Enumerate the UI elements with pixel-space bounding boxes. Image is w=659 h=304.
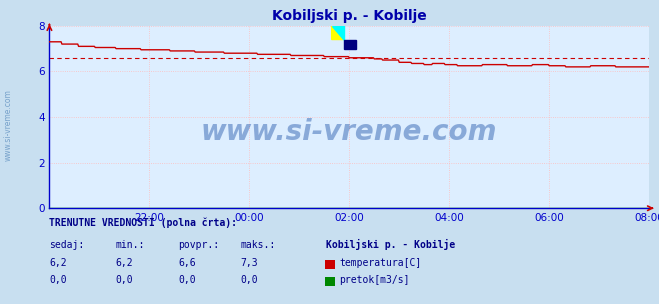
Text: pretok[m3/s]: pretok[m3/s] [339,275,410,285]
Polygon shape [331,26,344,40]
Text: 0,0: 0,0 [115,275,133,285]
Text: 0,0: 0,0 [178,275,196,285]
Text: temperatura[C]: temperatura[C] [339,258,422,268]
Polygon shape [344,40,356,49]
Text: maks.:: maks.: [241,240,275,250]
Text: 6,2: 6,2 [49,258,67,268]
Text: 6,6: 6,6 [178,258,196,268]
Text: min.:: min.: [115,240,145,250]
Title: Kobiljski p. - Kobilje: Kobiljski p. - Kobilje [272,9,426,23]
Text: TRENUTNE VREDNOSTI (polna črta):: TRENUTNE VREDNOSTI (polna črta): [49,218,237,229]
Polygon shape [331,26,344,40]
Text: 7,3: 7,3 [241,258,258,268]
Text: 0,0: 0,0 [241,275,258,285]
Text: povpr.:: povpr.: [178,240,219,250]
Text: sedaj:: sedaj: [49,240,84,250]
Text: 0,0: 0,0 [49,275,67,285]
Text: www.si-vreme.com: www.si-vreme.com [201,118,498,146]
Text: Kobiljski p. - Kobilje: Kobiljski p. - Kobilje [326,239,455,250]
Text: 6,2: 6,2 [115,258,133,268]
Text: www.si-vreme.com: www.si-vreme.com [3,89,13,161]
